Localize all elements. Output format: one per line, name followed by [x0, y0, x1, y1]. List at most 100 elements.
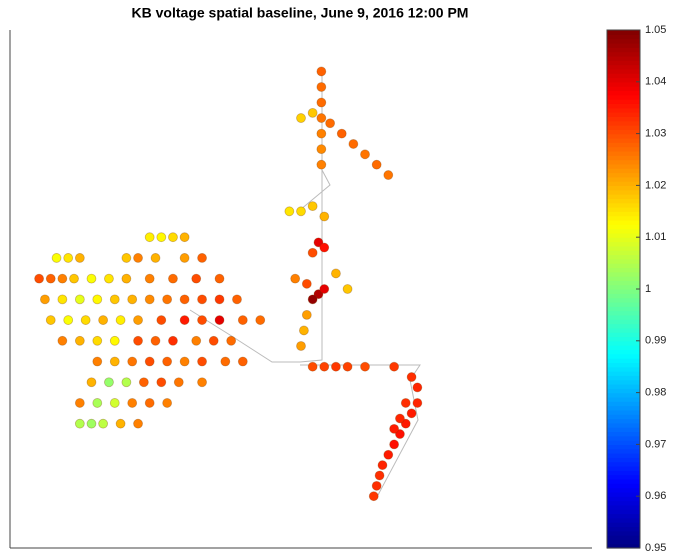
- point: [348, 139, 359, 149]
- point: [301, 309, 312, 320]
- colorbar-segment: [607, 112, 640, 117]
- point: [133, 315, 143, 325]
- point: [121, 377, 132, 388]
- point: [316, 66, 327, 77]
- point: [57, 335, 68, 346]
- colorbar-segment: [607, 500, 640, 506]
- point: [74, 294, 85, 305]
- point: [406, 372, 417, 382]
- colorbar-tick-label: 0.97: [645, 438, 666, 450]
- point: [92, 398, 103, 408]
- colorbar-segment: [607, 336, 640, 342]
- colorbar-segment: [607, 362, 640, 368]
- colorbar-tick-label: 1.05: [645, 24, 666, 36]
- colorbar-segment: [607, 310, 640, 316]
- colorbar-segment: [607, 120, 640, 126]
- point: [214, 315, 225, 325]
- colorbar-segment: [607, 155, 640, 161]
- point: [197, 294, 207, 305]
- point: [179, 294, 190, 305]
- point: [336, 128, 347, 139]
- point: [331, 268, 341, 279]
- point: [74, 253, 85, 263]
- point: [319, 242, 330, 253]
- point: [389, 423, 400, 434]
- colorbar-tick-label: 1.01: [645, 231, 666, 243]
- point: [92, 335, 103, 346]
- colorbar-segment: [607, 405, 640, 411]
- point: [307, 294, 318, 305]
- point: [301, 278, 312, 289]
- colorbar-segment: [607, 267, 640, 273]
- point: [395, 429, 405, 439]
- colorbar-segment: [607, 168, 640, 174]
- colorbar-tick-label: 0.99: [645, 335, 666, 347]
- colorbar-segment: [607, 219, 640, 225]
- point: [150, 335, 161, 346]
- point: [319, 361, 330, 372]
- colorbar-segment: [607, 137, 640, 143]
- point: [156, 315, 167, 325]
- point: [313, 237, 324, 248]
- colorbar-segment: [607, 453, 640, 458]
- point: [144, 294, 155, 305]
- point: [197, 356, 207, 367]
- colorbar-segment: [607, 371, 640, 376]
- colorbar-segment: [607, 396, 640, 402]
- colorbar-segment: [607, 379, 640, 385]
- colorbar-segment: [607, 491, 640, 497]
- point: [74, 418, 85, 429]
- colorbar-segment: [607, 422, 640, 428]
- point: [156, 377, 167, 388]
- point: [133, 418, 143, 429]
- point: [63, 253, 74, 263]
- colorbar-segment: [607, 276, 640, 281]
- point: [400, 418, 411, 429]
- point: [40, 294, 50, 305]
- point: [316, 159, 327, 170]
- point: [121, 273, 132, 284]
- colorbar-tick-label: 0.95: [645, 542, 666, 553]
- point: [133, 335, 143, 346]
- point: [45, 315, 56, 325]
- point: [109, 398, 120, 408]
- colorbar-segment: [607, 146, 640, 152]
- colorbar-segment: [607, 51, 640, 57]
- point: [45, 273, 56, 284]
- colorbar-segment: [607, 206, 640, 212]
- point: [191, 335, 202, 346]
- colorbar-segment: [607, 301, 640, 307]
- point: [255, 315, 266, 325]
- colorbar-segment: [607, 176, 640, 182]
- colorbar-segment: [607, 487, 640, 493]
- point: [208, 335, 219, 346]
- point: [400, 398, 411, 408]
- colorbar-segment: [607, 181, 640, 186]
- chart-title: KB voltage spatial baseline, June 9, 201…: [132, 5, 469, 21]
- point: [86, 418, 97, 429]
- point: [74, 335, 85, 346]
- point: [104, 377, 114, 388]
- colorbar-segment: [607, 271, 640, 277]
- colorbar-segment: [607, 461, 640, 467]
- point: [197, 253, 207, 263]
- colorbar-segment: [607, 34, 640, 40]
- colorbar-segment: [607, 103, 640, 109]
- colorbar-segment: [607, 427, 640, 433]
- colorbar-segment: [607, 124, 640, 130]
- point: [307, 107, 318, 118]
- point: [342, 284, 353, 294]
- colorbar-segment: [607, 517, 640, 523]
- point: [57, 273, 68, 284]
- colorbar-segment: [607, 431, 640, 437]
- point: [374, 470, 385, 481]
- colorbar-segment: [607, 142, 640, 148]
- colorbar-segment: [607, 94, 640, 100]
- point: [109, 294, 120, 305]
- colorbar-segment: [607, 440, 640, 445]
- colorbar-segment: [607, 448, 640, 454]
- point: [226, 335, 237, 346]
- colorbar-segment: [607, 185, 640, 191]
- colorbar-segment: [607, 474, 640, 480]
